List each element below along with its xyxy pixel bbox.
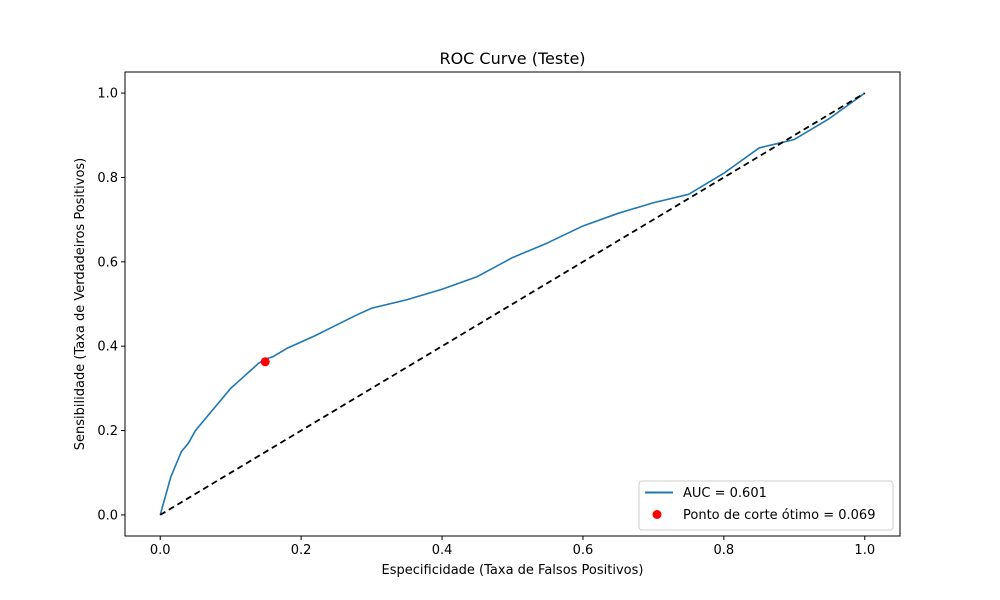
axis-ticks: 0.0 0.2 0.4 0.6 0.8 1.0 0.0 0.2 0.4 0.6 0.8 1.0	[97, 87, 875, 558]
plot-frame	[124, 71, 901, 537]
y-tick-label: 1.0	[97, 87, 118, 102]
y-axis-title: Sensibilidade (Taxa de Verdadeiros Posit…	[73, 158, 88, 450]
plot-area	[124, 71, 901, 537]
x-tick-label: 0.4	[432, 543, 453, 558]
y-tick-label: 0.0	[97, 508, 118, 523]
x-tick-label: 0.8	[714, 543, 735, 558]
legend-box	[638, 480, 894, 531]
legend-cutoff-label: Ponto de corte ótimo = 0.069	[683, 508, 875, 523]
chart-title: ROC Curve (Teste)	[439, 49, 585, 68]
y-tick-label: 0.8	[97, 171, 118, 186]
y-tick-label: 0.4	[97, 340, 118, 355]
y-tick-label: 0.2	[97, 424, 118, 439]
series-layer	[159, 92, 866, 516]
x-tick-label: 0.0	[150, 543, 171, 558]
x-tick-label: 0.2	[291, 543, 312, 558]
x-axis-title: Especificidade (Taxa de Falsos Positivos…	[382, 563, 644, 578]
legend-auc-label: AUC = 0.601	[683, 486, 767, 501]
legend-cutoff-marker	[652, 510, 662, 519]
legend: AUC = 0.601 Ponto de corte ótimo = 0.069	[638, 480, 894, 531]
optimal-cutoff-point	[260, 357, 270, 367]
x-tick-label: 0.6	[573, 543, 594, 558]
chance-diagonal-line	[159, 92, 866, 516]
x-tick-label: 1.0	[854, 543, 875, 558]
roc-curve-line	[159, 92, 866, 516]
y-tick-label: 0.6	[97, 255, 118, 270]
